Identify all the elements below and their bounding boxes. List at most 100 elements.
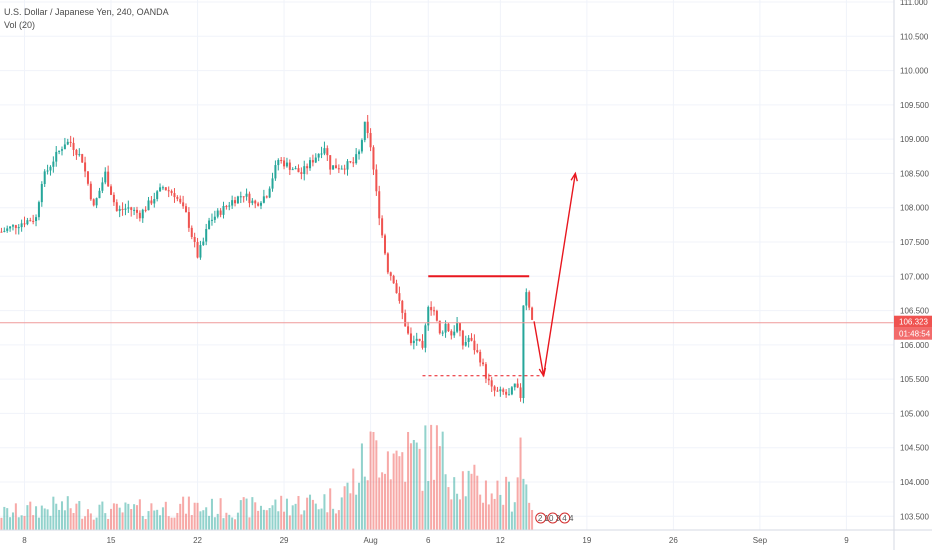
candle-body [213, 216, 216, 220]
candle-body [343, 168, 346, 170]
candle-body [490, 380, 493, 387]
volume-bar [285, 498, 288, 530]
volume-bar [424, 425, 427, 530]
candle-body [78, 154, 81, 156]
volume-bar [135, 505, 138, 530]
price-scale-label: 110.500 [900, 32, 929, 41]
volume-bar [107, 518, 110, 530]
candle-body [531, 307, 534, 320]
volume-bar [407, 431, 410, 530]
event-markers[interactable]: 2 10 3 4 4 [535, 512, 574, 524]
candle-body [381, 218, 384, 236]
volume-bar [326, 512, 329, 530]
candle-body [383, 235, 387, 254]
volume-bar [401, 452, 404, 530]
flag-icon[interactable] [559, 512, 571, 524]
price-scale-label: 104.500 [900, 444, 929, 453]
current-price-label: 106.323 [899, 318, 928, 327]
candle-body [242, 196, 245, 198]
volume-indicator-label[interactable]: Vol (20) [4, 20, 36, 30]
candle-body [407, 326, 410, 334]
volume-bar [277, 511, 280, 530]
volume-bar [409, 443, 412, 530]
volume-bar [6, 508, 9, 530]
volume-bar [234, 519, 237, 530]
volume-bar [268, 508, 271, 530]
chart-drawings: 2 10 3 4 4 [0, 171, 894, 524]
candle-body [26, 220, 29, 225]
volume-bar [251, 497, 254, 530]
volume-bar [147, 511, 150, 530]
chart-grid [0, 0, 894, 530]
volume-bar [187, 496, 190, 530]
volume-bar [447, 487, 450, 530]
volume-bar [185, 513, 188, 530]
flag-icon[interactable] [535, 512, 547, 524]
time-scale-label: 8 [22, 536, 27, 545]
volume-bar [101, 501, 104, 530]
volume-bar [383, 473, 387, 530]
candle-body [95, 198, 98, 206]
candle-body [236, 196, 239, 204]
flag-icon[interactable] [547, 512, 559, 524]
volume-bar [340, 497, 343, 530]
volume-bar [127, 503, 130, 530]
candle-body [516, 383, 519, 388]
arrow-down-head[interactable] [538, 367, 547, 378]
volume-bar [493, 498, 496, 530]
current-price-badge[interactable] [894, 315, 932, 328]
candle-body [366, 121, 369, 134]
volume-bar [236, 512, 239, 530]
price-scale-label: 103.500 [900, 512, 929, 521]
candle-body [418, 338, 421, 341]
volume-bar [510, 511, 513, 530]
candle-body [467, 337, 470, 343]
volume-bar [352, 468, 355, 530]
time-scale-label: 29 [280, 536, 289, 545]
volume-bar [153, 510, 156, 530]
candle-body [86, 171, 89, 184]
volume-bar [46, 509, 49, 530]
candle-body [187, 212, 190, 228]
candle-body [453, 331, 456, 336]
volume-bar [297, 495, 300, 530]
volume-bar [522, 478, 525, 530]
volume-bar [363, 476, 366, 530]
volume-bar [386, 451, 389, 530]
volume-bar [196, 502, 199, 530]
volume-bar [320, 508, 323, 530]
price-scale-label: 107.000 [900, 272, 929, 281]
candle-body [271, 178, 274, 189]
arrow-up-head[interactable] [570, 171, 578, 182]
volume-bar [63, 510, 66, 530]
volume-bar [381, 472, 384, 530]
projection-path[interactable] [533, 173, 577, 376]
candle-body [185, 206, 188, 213]
candle-body [251, 200, 254, 204]
volume-bar [470, 473, 473, 530]
volume-bar [202, 510, 205, 530]
volume-bar [291, 505, 294, 530]
volume-bar [369, 431, 372, 530]
candle-body [43, 171, 46, 185]
candle-body [444, 323, 447, 333]
volume-bar [225, 512, 228, 530]
candle-body [283, 160, 286, 167]
candle-body [496, 390, 499, 392]
volume-bar [461, 471, 464, 530]
candle-body [69, 141, 72, 143]
symbol-title[interactable]: U.S. Dollar / Japanese Yen, 240, OANDA [4, 7, 169, 17]
candle-body [476, 350, 479, 352]
volume-bar [487, 504, 490, 530]
volume-bar [519, 437, 522, 530]
candle-body [239, 196, 242, 198]
volume-bar [66, 496, 69, 530]
candle-body [433, 310, 436, 312]
volume-bar [222, 518, 225, 530]
volume-bar [418, 448, 421, 530]
volume-bar [138, 499, 141, 530]
candle-body [288, 162, 291, 170]
candle-body [415, 338, 418, 341]
candle-body [340, 168, 343, 170]
